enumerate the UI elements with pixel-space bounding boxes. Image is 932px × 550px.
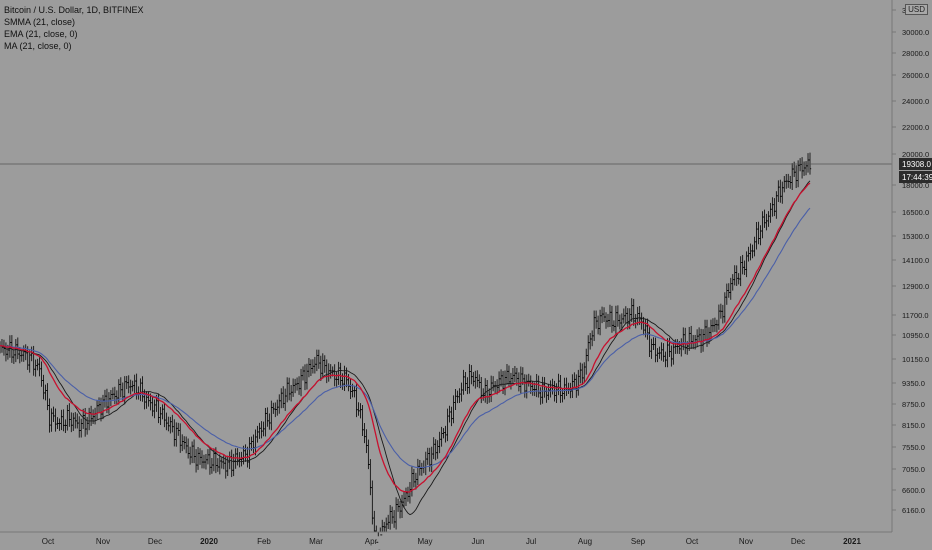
time-tick-label: Dec [791, 537, 805, 546]
time-tick-label: Jul [526, 537, 536, 546]
price-tick-label: 30000.0 [902, 28, 929, 37]
time-tick-label: Nov [96, 537, 110, 546]
price-tick-label: 6160.0 [902, 506, 925, 515]
time-tick-label: Aug [578, 537, 592, 546]
price-tick-label: 15300.0 [902, 232, 929, 241]
price-tick-label: 10150.0 [902, 355, 929, 364]
price-tick-label: 9350.0 [902, 379, 925, 388]
price-tag-label: 19308.0 [902, 160, 931, 169]
time-tick-label: Oct [42, 537, 55, 546]
ema-line [0, 182, 811, 493]
price-tick-label: 10950.0 [902, 331, 929, 340]
price-tick-label: 16500.0 [902, 208, 929, 217]
time-tick-label: Apr [365, 537, 378, 546]
candles [0, 152, 812, 550]
ema-legend[interactable]: EMA (21, close, 0) [4, 29, 78, 39]
time-tick-label: May [417, 537, 432, 546]
time-tick-label: Feb [257, 537, 271, 546]
countdown-label: 17:44:39 [902, 173, 932, 182]
symbol-title[interactable]: Bitcoin / U.S. Dollar, 1D, BITFINEX [4, 5, 144, 15]
price-tick-label: 7550.0 [902, 443, 925, 452]
chart-legend: Bitcoin / U.S. Dollar, 1D, BITFINEX SMMA… [4, 4, 144, 52]
time-tick-label: Nov [739, 537, 753, 546]
price-tick-label: 12900.0 [902, 282, 929, 291]
smma-legend[interactable]: SMMA (21, close) [4, 17, 76, 27]
time-tick-label: Sep [631, 537, 646, 546]
price-tick-label: 11700.0 [902, 311, 929, 320]
price-tick-label: 28000.0 [902, 49, 929, 58]
price-tick-label: 24000.0 [902, 97, 929, 106]
price-tick-label: 22000.0 [902, 123, 929, 132]
price-axis[interactable]: 6160.0 6600.0 7050.0 7550.0 8150.0 8750.0 9350… [892, 6, 929, 515]
time-axis[interactable]: Oct Nov Dec 2020 Feb Mar Apr May Jun Jul Aug Sep Oct… [42, 537, 862, 546]
smma-line [0, 207, 811, 468]
price-tick-label: 26000.0 [902, 71, 929, 80]
price-tick-label: 3 [902, 6, 906, 15]
indicator-lines [0, 180, 811, 516]
price-tick-label: 8150.0 [902, 421, 925, 430]
time-tick-label: Jun [472, 537, 485, 546]
time-tick-label: 2020 [200, 537, 218, 546]
currency-badge[interactable]: USD [905, 4, 928, 15]
price-tick-label: 8750.0 [902, 400, 925, 409]
time-tick-label: Mar [309, 537, 323, 546]
countdown-tag: 17:44:39 [899, 171, 932, 183]
price-tick-label: 14100.0 [902, 256, 929, 265]
ma-legend[interactable]: MA (21, close, 0) [4, 41, 72, 51]
price-tag: 19308.0 [899, 158, 932, 170]
price-tick-label: 20000.0 [902, 150, 929, 159]
price-tick-label: 7050.0 [902, 465, 925, 474]
time-tick-label: Oct [686, 537, 699, 546]
price-tick-label: 18000.0 [902, 181, 929, 190]
time-tick-label: Dec [148, 537, 162, 546]
time-tick-label: 2021 [843, 537, 861, 546]
price-tick-label: 6600.0 [902, 486, 925, 495]
